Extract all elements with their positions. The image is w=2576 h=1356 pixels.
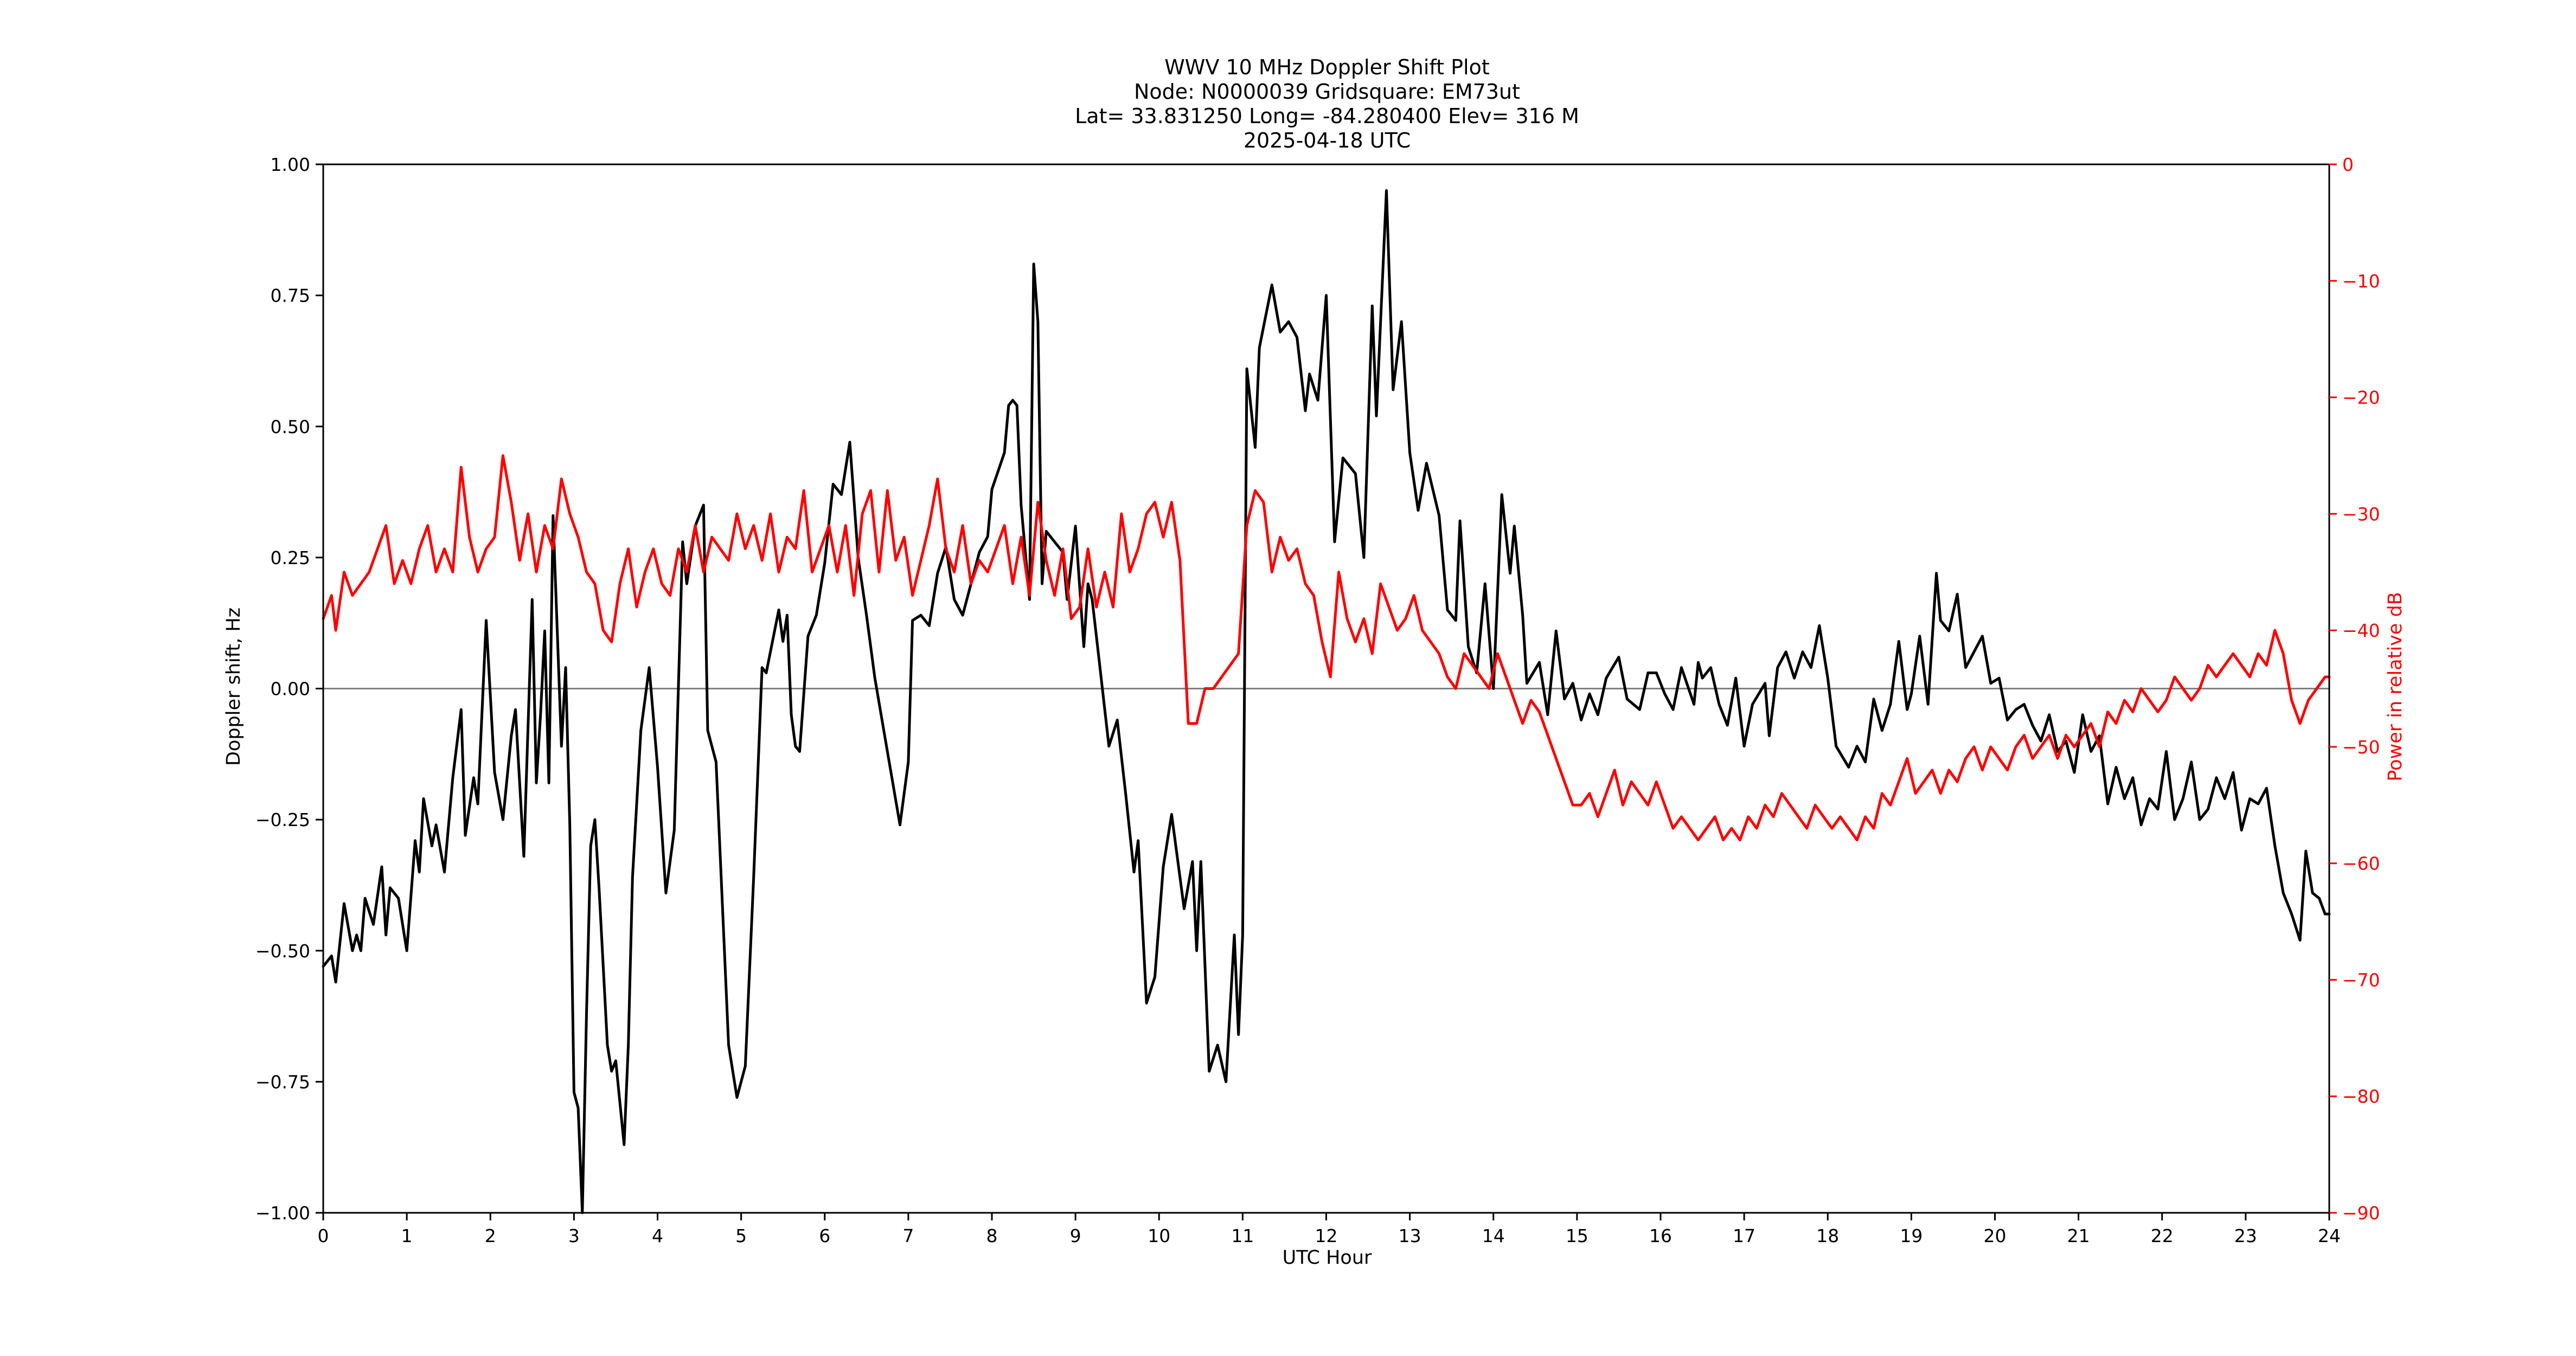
x-tick-label: 18 (1816, 1225, 1839, 1246)
x-tick-label: 15 (1566, 1225, 1588, 1246)
y-tick-label-right: 0 (2342, 154, 2354, 175)
x-axis-ticks: 0 1 2 3 4 5 6 7 8 9 10 11 12 13 14 15 16 17 18 19 20 21 22 23 24 (318, 1213, 2341, 1246)
doppler-shift-series (322, 189, 2331, 1214)
y-tick-label-left: 1.00 (271, 154, 310, 175)
y-tick-label-right: −40 (2342, 620, 2380, 641)
y-tick-label-left: 0.00 (271, 679, 310, 700)
y-tick-label-right: −90 (2342, 1203, 2380, 1224)
x-tick-label: 16 (1649, 1225, 1672, 1246)
x-tick-label: 0 (318, 1225, 329, 1246)
x-tick-label: 2 (485, 1225, 496, 1246)
y-tick-label-left: 0.50 (271, 416, 310, 437)
x-tick-label: 21 (2067, 1225, 2090, 1246)
y-axis-label-left: Doppler shift, Hz (223, 607, 245, 766)
left-axis-ticks: −1.00 −0.75 −0.50 −0.25 0.00 0.25 0.50 0.75 1.00 (255, 154, 323, 1224)
y-tick-label-left: 0.25 (271, 547, 310, 568)
y-tick-label-right: −70 (2342, 969, 2380, 990)
y-tick-label-right: −10 (2342, 271, 2380, 292)
y-tick-label-right: −60 (2342, 853, 2380, 874)
x-tick-label: 8 (986, 1225, 998, 1246)
y-tick-label-right: −80 (2342, 1086, 2380, 1107)
x-tick-label: 12 (1315, 1225, 1338, 1246)
chart-title-line-4: 2025-04-18 UTC (1244, 129, 1411, 152)
x-tick-label: 14 (1482, 1225, 1505, 1246)
chart-title-line-3: Lat= 33.831250 Long= -84.280400 Elev= 31… (1075, 104, 1579, 128)
x-tick-label: 7 (902, 1225, 914, 1246)
x-tick-label: 1 (401, 1225, 413, 1246)
y-axis-label-right: Power in relative dB (2385, 592, 2406, 781)
x-tick-label: 22 (2151, 1225, 2174, 1246)
x-tick-label: 10 (1148, 1225, 1170, 1246)
right-axis-ticks: −90 −80 −70 −60 −50 −40 −30 −20 −10 0 (2329, 154, 2380, 1224)
x-tick-label: 23 (2234, 1225, 2257, 1246)
y-tick-label-right: −30 (2342, 503, 2380, 525)
y-tick-label-left: 0.75 (271, 285, 310, 306)
y-tick-label-left: −0.50 (255, 941, 310, 962)
x-tick-label: 17 (1733, 1225, 1755, 1246)
y-tick-label-left: −0.75 (255, 1071, 310, 1092)
x-axis-label: UTC Hour (1283, 1247, 1372, 1269)
x-tick-label: 6 (819, 1225, 830, 1246)
y-tick-label-left: −1.00 (255, 1203, 310, 1224)
y-tick-label-left: −0.25 (255, 809, 310, 830)
y-tick-label-right: −50 (2342, 737, 2380, 758)
y-tick-label-right: −20 (2342, 387, 2380, 408)
x-tick-label: 3 (568, 1225, 580, 1246)
x-tick-label: 20 (1984, 1225, 2007, 1246)
x-tick-label: 13 (1399, 1225, 1421, 1246)
x-tick-label: 24 (2318, 1225, 2341, 1246)
x-tick-label: 9 (1070, 1225, 1081, 1246)
x-tick-label: 11 (1231, 1225, 1254, 1246)
x-tick-label: 19 (1900, 1225, 1923, 1246)
x-tick-label: 5 (735, 1225, 747, 1246)
chart-title-line-1: WWV 10 MHz Doppler Shift Plot (1164, 55, 1490, 79)
power-series (322, 454, 2331, 842)
x-tick-label: 4 (652, 1225, 663, 1246)
chart-title-line-2: Node: N0000039 Gridsquare: EM73ut (1134, 80, 1520, 104)
